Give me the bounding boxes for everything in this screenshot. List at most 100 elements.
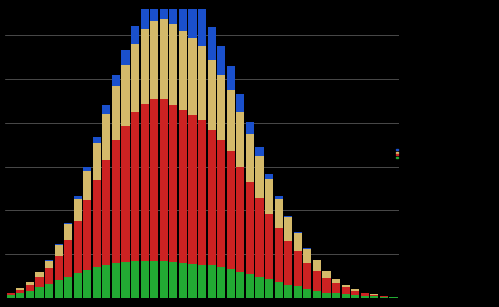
Bar	[121, 126, 130, 262]
Bar	[227, 90, 235, 151]
Bar	[217, 75, 225, 140]
Bar	[83, 167, 91, 171]
Bar	[83, 171, 91, 200]
Bar	[332, 293, 340, 298]
Bar	[237, 111, 245, 167]
Bar	[121, 50, 130, 65]
Bar	[131, 112, 139, 261]
Bar	[6, 295, 15, 298]
Bar	[284, 285, 292, 298]
Bar	[294, 251, 302, 286]
Bar	[351, 295, 359, 298]
Bar	[74, 199, 82, 221]
Bar	[26, 282, 34, 285]
Bar	[16, 290, 24, 293]
Bar	[26, 291, 34, 298]
Bar	[198, 9, 206, 46]
Bar	[255, 198, 263, 277]
Bar	[131, 261, 139, 298]
Bar	[274, 196, 283, 199]
Bar	[265, 174, 273, 179]
Bar	[45, 268, 53, 284]
Bar	[246, 134, 254, 182]
Bar	[303, 249, 311, 263]
Bar	[45, 260, 53, 261]
Bar	[217, 140, 225, 267]
Bar	[265, 214, 273, 279]
Bar	[313, 260, 321, 271]
Bar	[322, 271, 330, 278]
Bar	[93, 143, 101, 180]
Bar	[83, 200, 91, 270]
Bar	[265, 279, 273, 298]
Bar	[112, 86, 120, 140]
Bar	[351, 291, 359, 295]
Bar	[208, 27, 216, 60]
Bar	[380, 297, 388, 298]
Bar	[294, 286, 302, 298]
Bar	[83, 270, 91, 298]
Bar	[6, 293, 15, 295]
Bar	[54, 256, 63, 280]
Bar	[131, 44, 139, 112]
Bar	[16, 288, 24, 290]
Bar	[208, 266, 216, 298]
Bar	[16, 293, 24, 298]
Bar	[74, 273, 82, 298]
Bar	[313, 291, 321, 298]
Bar	[131, 26, 139, 44]
Bar	[179, 110, 187, 263]
Bar	[227, 269, 235, 298]
Bar	[255, 147, 263, 156]
Bar	[102, 105, 110, 114]
Bar	[284, 241, 292, 285]
Bar	[160, 0, 168, 19]
Bar	[64, 224, 72, 240]
Bar	[112, 140, 120, 263]
Bar	[102, 265, 110, 298]
Bar	[179, 263, 187, 298]
Bar	[341, 294, 350, 298]
Bar	[141, 29, 149, 104]
Bar	[265, 179, 273, 214]
Bar	[141, 104, 149, 261]
Bar	[54, 280, 63, 298]
Bar	[64, 240, 72, 277]
Bar	[189, 38, 197, 115]
Bar	[274, 199, 283, 228]
Bar	[179, 0, 187, 31]
Bar	[246, 122, 254, 134]
Bar	[227, 151, 235, 269]
Bar	[179, 31, 187, 110]
Bar	[246, 182, 254, 274]
Bar	[74, 196, 82, 199]
Bar	[303, 248, 311, 249]
Bar	[217, 46, 225, 75]
Bar	[112, 75, 120, 86]
Bar	[361, 293, 369, 296]
Bar	[341, 287, 350, 294]
Bar	[341, 285, 350, 287]
Bar	[294, 233, 302, 251]
Bar	[351, 289, 359, 291]
Bar	[93, 267, 101, 298]
Bar	[227, 66, 235, 90]
Bar	[35, 272, 43, 277]
Bar	[322, 293, 330, 298]
Bar	[217, 267, 225, 298]
Legend: , , , : , , ,	[396, 149, 399, 158]
Bar	[361, 296, 369, 298]
Bar	[121, 65, 130, 126]
Bar	[35, 277, 43, 287]
Bar	[389, 297, 398, 298]
Bar	[274, 282, 283, 298]
Bar	[313, 271, 321, 291]
Bar	[121, 262, 130, 298]
Bar	[303, 263, 311, 289]
Bar	[208, 60, 216, 130]
Bar	[198, 265, 206, 298]
Bar	[332, 283, 340, 293]
Bar	[208, 130, 216, 266]
Bar	[255, 277, 263, 298]
Bar	[255, 156, 263, 198]
